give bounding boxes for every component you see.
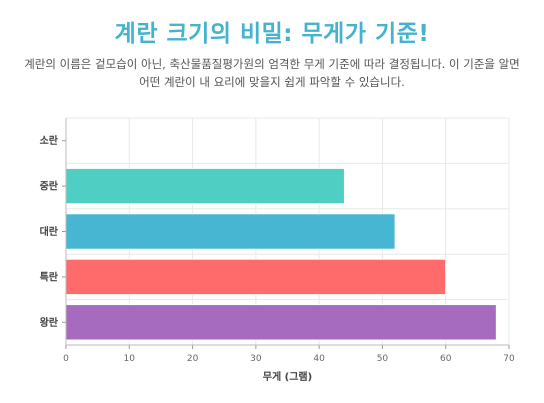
x-tick-label: 70 <box>503 354 515 364</box>
category-label: 특란 <box>40 271 59 283</box>
x-tick-label: 20 <box>187 354 199 364</box>
category-label: 소란 <box>40 135 59 147</box>
x-tick-label: 50 <box>377 354 389 364</box>
x-tick-label: 10 <box>124 354 136 364</box>
chart-axes <box>62 118 510 349</box>
x-axis-title: 무게 (그램) <box>263 370 312 383</box>
x-tick-label: 0 <box>63 354 69 364</box>
category-label: 왕란 <box>40 316 59 329</box>
bar-2 <box>65 167 345 205</box>
bar-5 <box>65 304 497 341</box>
x-tick-label: 30 <box>250 354 262 364</box>
bar-3 <box>65 213 396 250</box>
chart-bars <box>65 167 497 341</box>
x-tick-label: 60 <box>440 354 452 364</box>
category-label: 대란 <box>40 225 59 238</box>
x-tick-label: 40 <box>313 354 325 364</box>
page-subtitle: 계란의 이름은 겉모습이 아닌, 축산물품질평가원의 엄격한 무게 기준에 따라… <box>24 57 520 89</box>
bar-4 <box>65 258 447 296</box>
category-label: 중란 <box>40 181 59 193</box>
page-title: 계란 크기의 비밀: 무게가 기준! <box>114 21 430 47</box>
